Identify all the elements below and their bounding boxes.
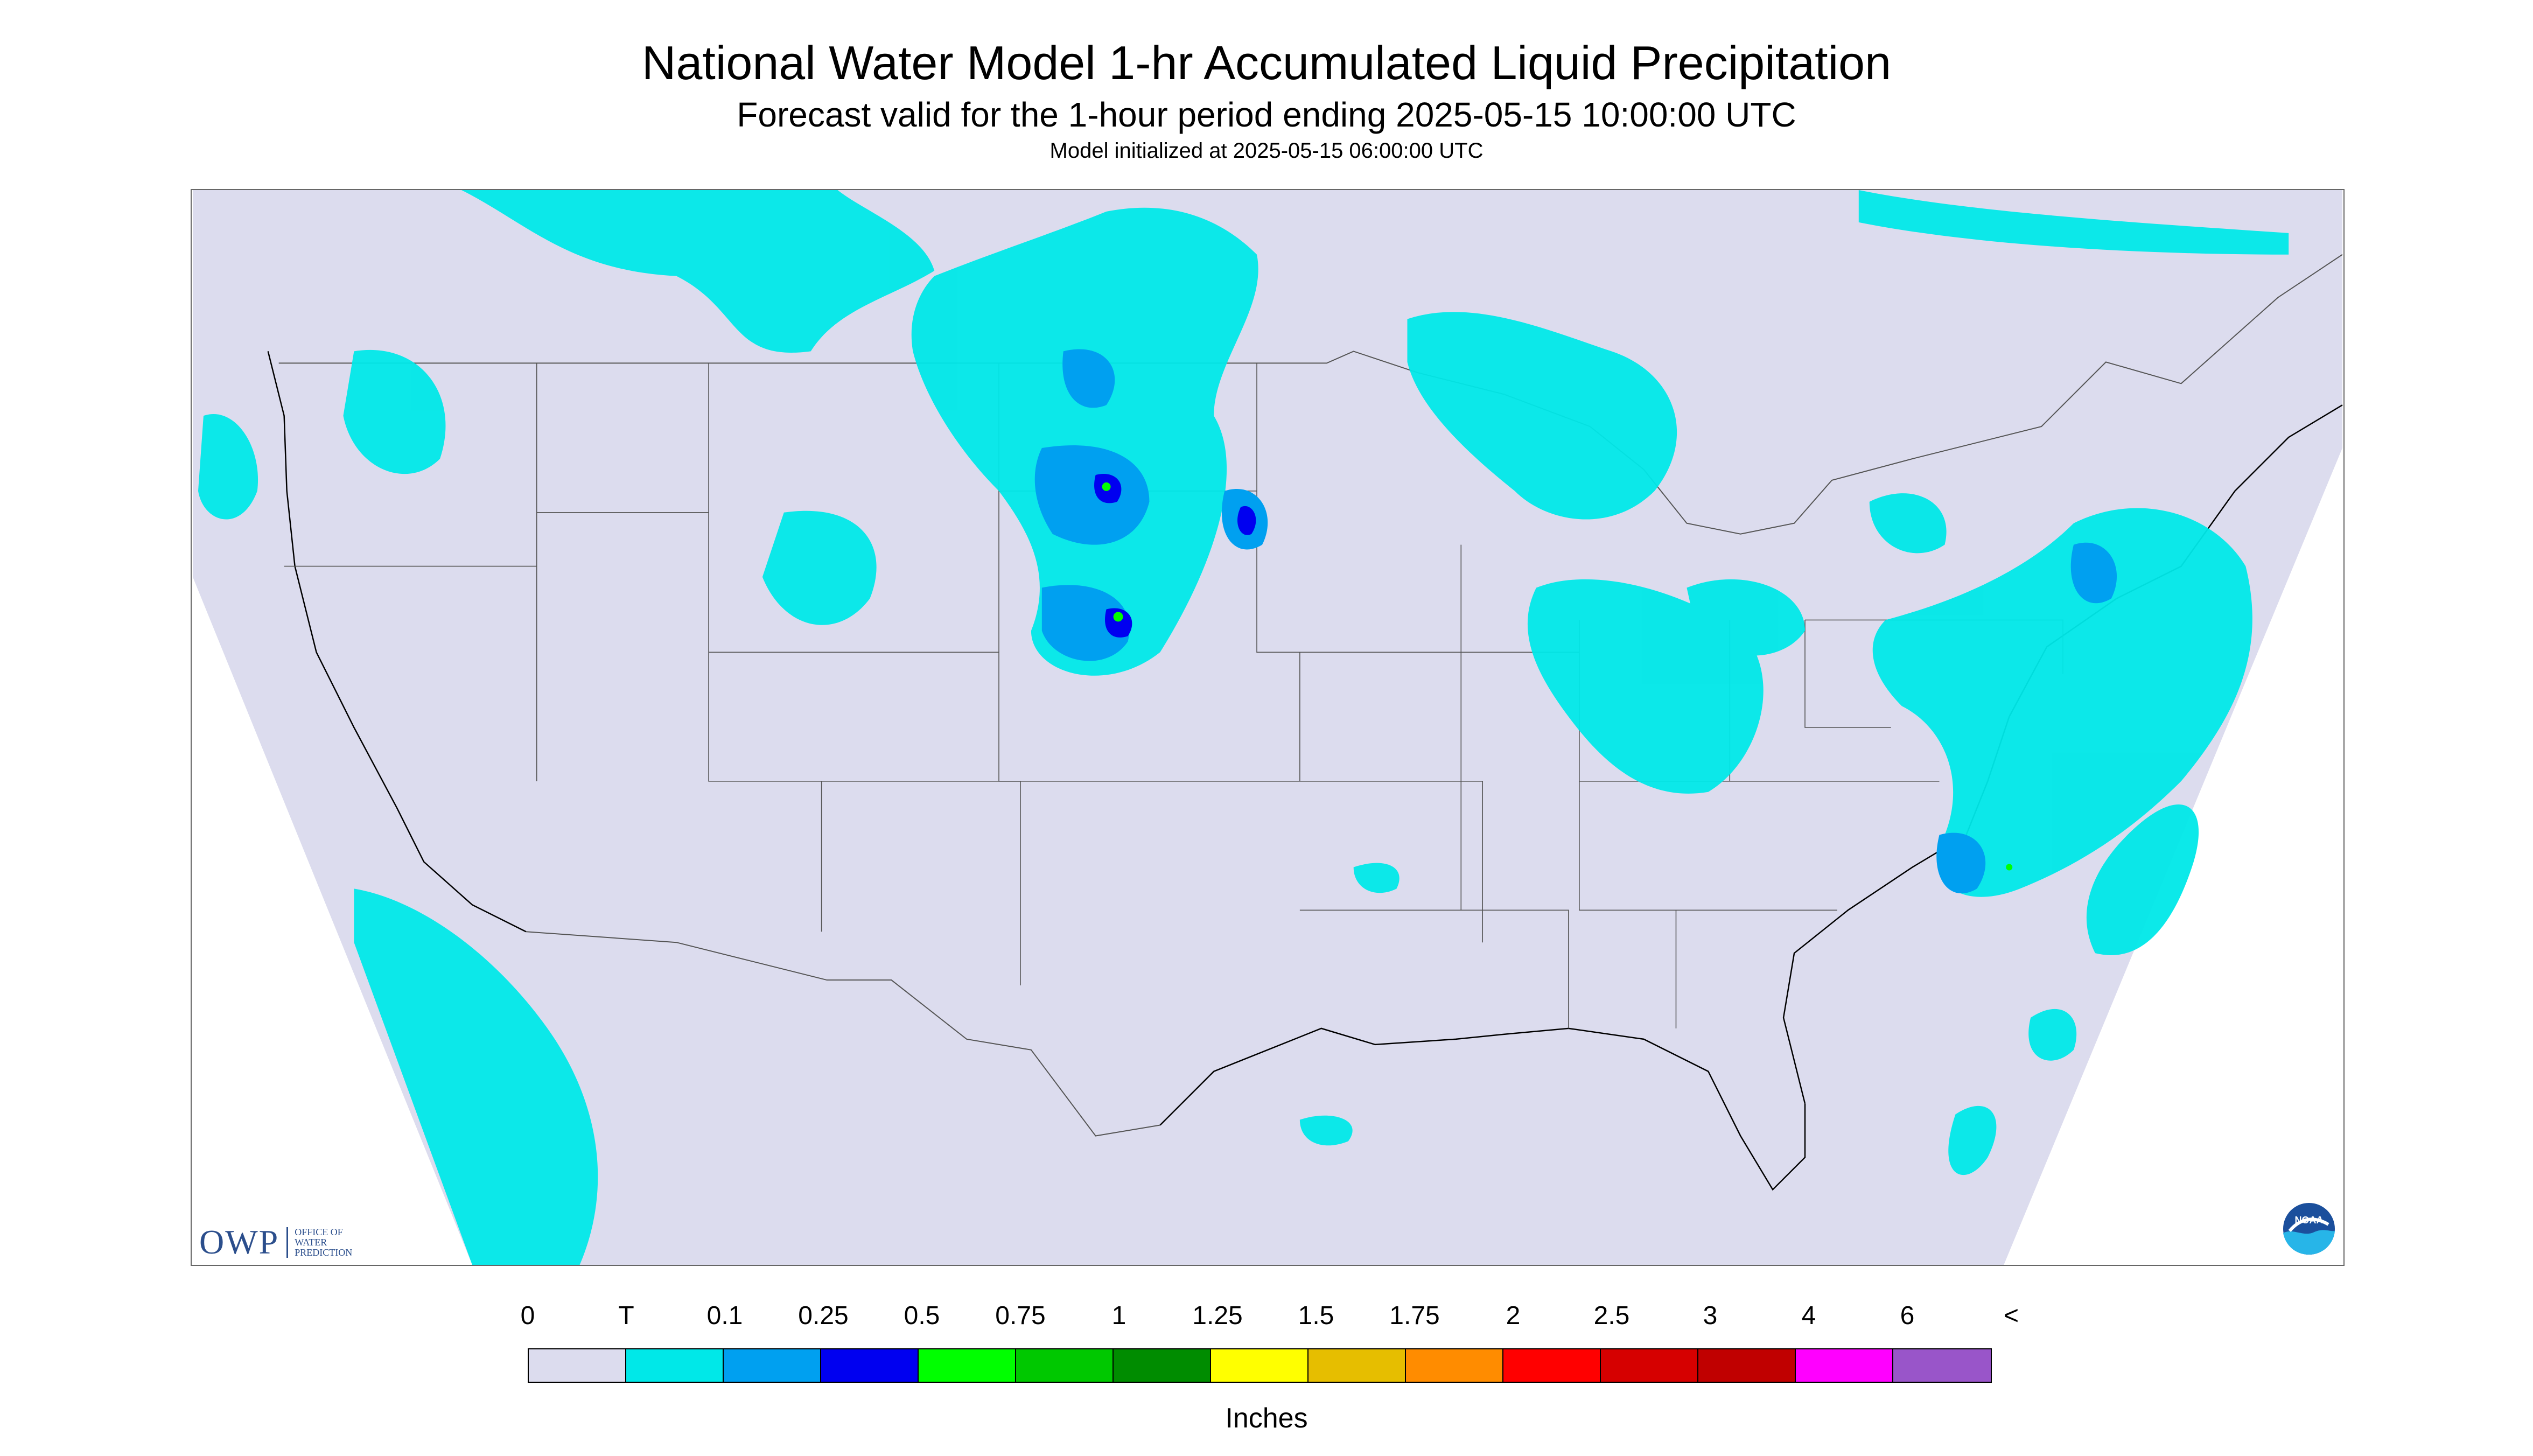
legend-swatch: [1016, 1349, 1114, 1382]
legend-tick-label: 0.25: [798, 1301, 849, 1330]
legend-tick-label: 0.1: [706, 1301, 743, 1330]
legend-tick-label: 2: [1506, 1301, 1521, 1330]
noaa-logo-text: NOAA: [2295, 1215, 2324, 1226]
legend-tick-label: 4: [1801, 1301, 1816, 1330]
legend-tick-label: T: [618, 1301, 634, 1330]
west-coastline: [267, 351, 527, 933]
legend-swatch: [1114, 1349, 1211, 1382]
legend-labels: 0 T 0.1 0.25 0.5 0.75 1 1.25 1.5 1.75 2 2.5 3 4 6 <: [0, 1301, 2533, 1333]
noaa-logo: NOAA: [2282, 1202, 2336, 1258]
legend-tick-label: <: [2003, 1301, 2019, 1330]
legend-swatch: [724, 1349, 821, 1382]
legend-tick-label: 1: [1111, 1301, 1126, 1330]
legend-tick-label: 6: [1900, 1301, 1915, 1330]
legend-tick-label: 2.5: [1593, 1301, 1630, 1330]
forecast-valid-subtitle: Forecast valid for the 1-hour period end…: [737, 95, 1796, 134]
legend-swatch: [1211, 1349, 1309, 1382]
legend-swatch: [529, 1349, 626, 1382]
precipitation-map[interactable]: [191, 189, 2345, 1266]
gulf-coastline: [1159, 1027, 1806, 1191]
legend-swatch: [626, 1349, 724, 1382]
us-canada-border: [278, 254, 2343, 535]
precip-0-5: [1102, 482, 2013, 871]
legend-swatch: [1893, 1349, 1991, 1382]
model-init-line: Model initialized at 2025-05-15 06:00:00…: [1049, 139, 1484, 163]
legend-swatch: [1601, 1349, 1698, 1382]
precip-0-1: [1034, 349, 2117, 894]
noaa-emblem-icon: NOAA: [2283, 1203, 2335, 1255]
map-canvas: [193, 190, 2343, 1265]
map-title: National Water Model 1-hr Accumulated Li…: [641, 36, 1892, 89]
legend-color-bar: [528, 1348, 1992, 1383]
model-domain: [193, 190, 2342, 1265]
owp-logo-subtext: OFFICE OF WATER PREDICTION: [286, 1227, 375, 1258]
us-mexico-border: [526, 931, 1160, 1137]
legend-swatch: [1796, 1349, 1893, 1382]
legend-tick-label: 1.25: [1192, 1301, 1243, 1330]
legend-swatch: [1309, 1349, 1406, 1382]
legend-tick-label: 1.5: [1298, 1301, 1334, 1330]
owp-logo-text: OWP: [199, 1223, 279, 1261]
legend-swatch: [1406, 1349, 1503, 1382]
legend-tick-label: 0.75: [995, 1301, 1046, 1330]
legend-tick-label: 0.5: [904, 1301, 940, 1330]
legend-tick-label: 0: [520, 1301, 535, 1330]
legend-swatch: [821, 1349, 919, 1382]
owp-logo: OWP OFFICE OF WATER PREDICTION: [199, 1222, 375, 1262]
precip-trace: [198, 190, 2289, 1265]
legend-swatch: [1503, 1349, 1601, 1382]
legend-tick-label: 1.75: [1389, 1301, 1440, 1330]
legend-units: Inches: [1225, 1403, 1308, 1434]
legend-swatch: [1698, 1349, 1796, 1382]
legend-tick-label: 3: [1703, 1301, 1718, 1330]
legend-swatch: [919, 1349, 1016, 1382]
